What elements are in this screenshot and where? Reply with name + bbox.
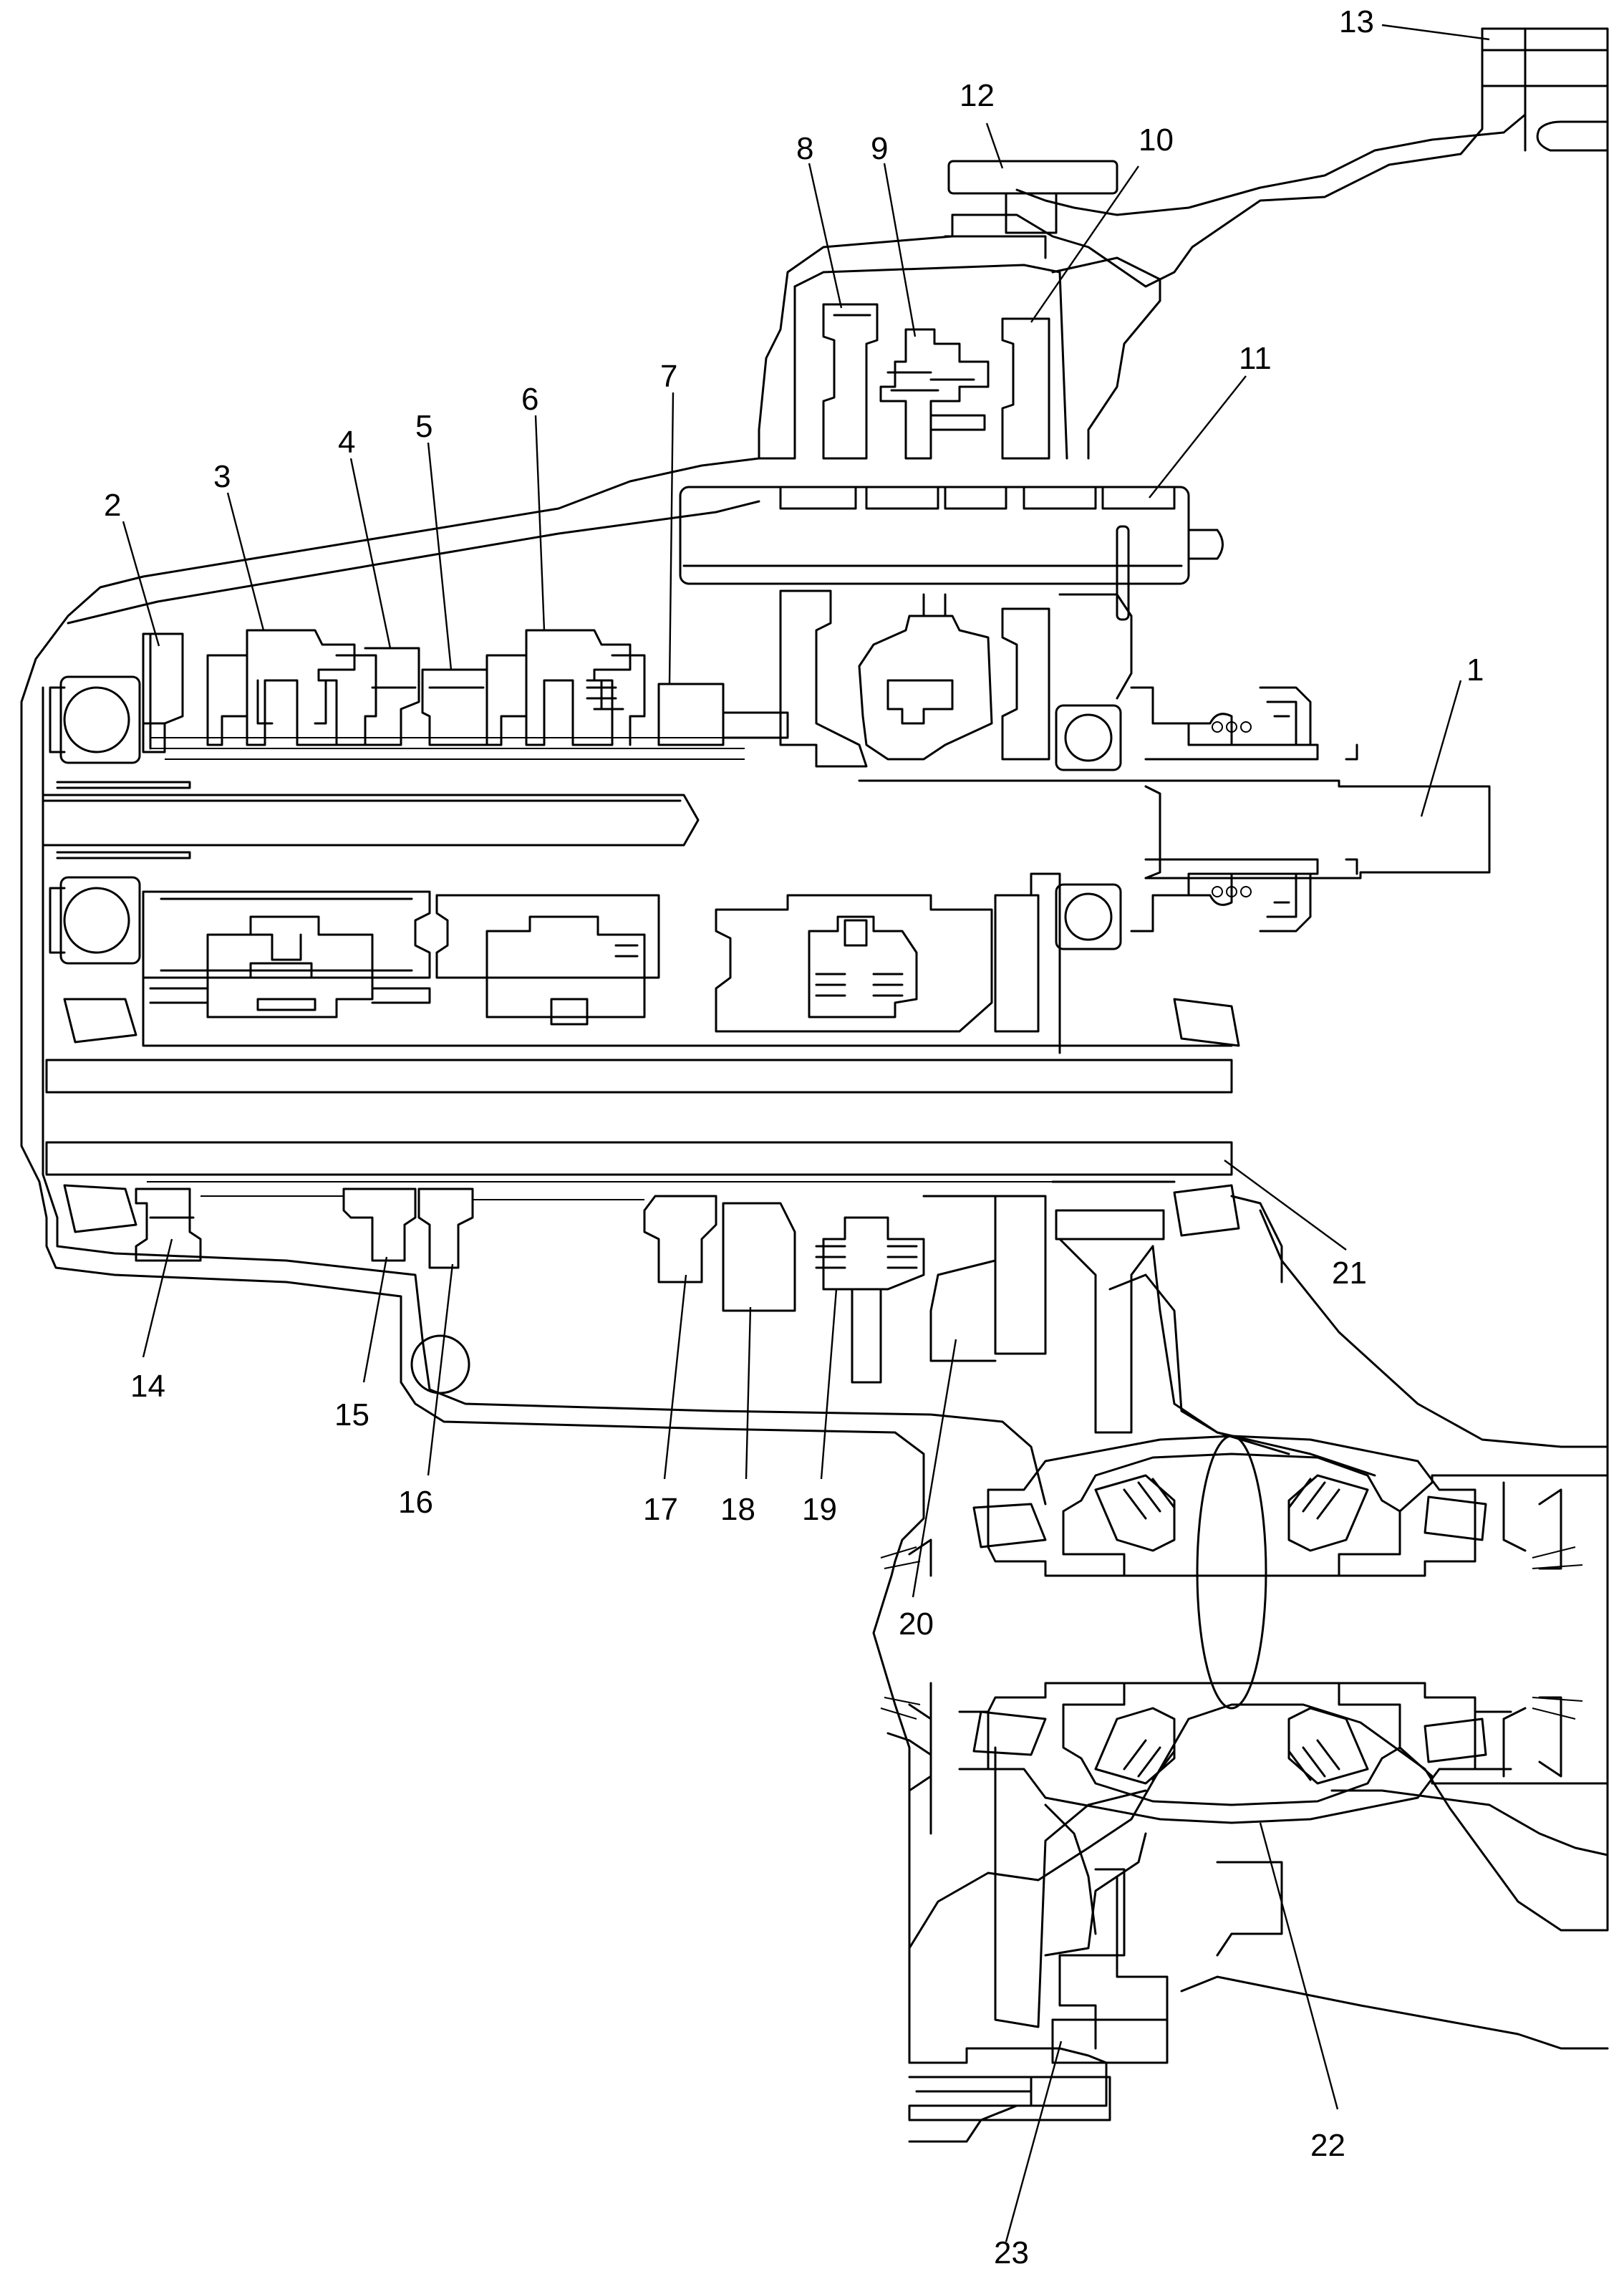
leader-15 <box>362 1256 388 1383</box>
input-oil-seals <box>1130 686 1358 933</box>
callout-19: 19 <box>802 1492 837 1527</box>
callout-8: 8 <box>796 131 813 166</box>
callout-3: 3 <box>213 459 231 494</box>
leader-9 <box>883 163 917 337</box>
leader-2 <box>122 521 160 647</box>
callout-2: 2 <box>104 488 121 523</box>
breather-cap <box>944 160 1118 259</box>
leader-22 <box>1259 1822 1339 2110</box>
callout-12: 12 <box>960 78 995 113</box>
leader-17 <box>663 1274 687 1480</box>
leader-10 <box>1030 165 1139 323</box>
callout-labels: 1 2 3 4 5 6 7 8 9 10 11 12 13 14 15 16 1… <box>104 4 1484 2269</box>
callout-22: 22 <box>1310 2128 1345 2163</box>
leader-14 <box>142 1238 173 1358</box>
transmission-housing <box>20 27 1609 2143</box>
callout-leaders <box>122 24 1490 2242</box>
leader-21 <box>1224 1160 1347 1251</box>
leader-6 <box>534 415 546 631</box>
leader-12 <box>985 122 1004 169</box>
callout-14: 14 <box>130 1369 165 1404</box>
differential-assembly <box>880 1435 1609 1824</box>
transfer-gear-assembly <box>679 256 1224 950</box>
callout-11: 11 <box>1239 341 1272 376</box>
leader-19 <box>820 1288 838 1480</box>
leader-1 <box>1420 680 1462 817</box>
leader-8 <box>808 163 843 309</box>
leader-11 <box>1149 375 1247 498</box>
callout-17: 17 <box>643 1492 678 1527</box>
leader-13 <box>1381 24 1490 41</box>
input-shaft <box>42 779 1491 880</box>
upper-gear-train <box>49 629 789 764</box>
callout-20: 20 <box>899 1606 934 1642</box>
callout-6: 6 <box>521 382 538 417</box>
leader-7 <box>668 392 675 685</box>
leader-18 <box>745 1306 752 1480</box>
callout-7: 7 <box>660 359 677 394</box>
leader-20 <box>912 1339 957 1598</box>
main-gear-train <box>45 872 1290 1455</box>
callout-4: 4 <box>338 425 355 460</box>
callout-5: 5 <box>415 409 432 444</box>
callout-1: 1 <box>1466 652 1484 688</box>
final-drive-pinion <box>886 1732 1169 2121</box>
callout-10: 10 <box>1139 122 1174 158</box>
callout-16: 16 <box>398 1485 433 1520</box>
callout-23: 23 <box>994 2235 1029 2269</box>
leader-5 <box>427 442 453 670</box>
callout-21: 21 <box>1332 1256 1367 1291</box>
callout-13: 13 <box>1339 4 1374 39</box>
callout-15: 15 <box>334 1397 369 1432</box>
leader-23 <box>1005 2041 1063 2242</box>
leader-16 <box>427 1263 454 1476</box>
callout-18: 18 <box>720 1492 755 1527</box>
leader-4 <box>349 458 392 649</box>
callout-9: 9 <box>871 131 888 166</box>
leader-3 <box>226 492 265 631</box>
